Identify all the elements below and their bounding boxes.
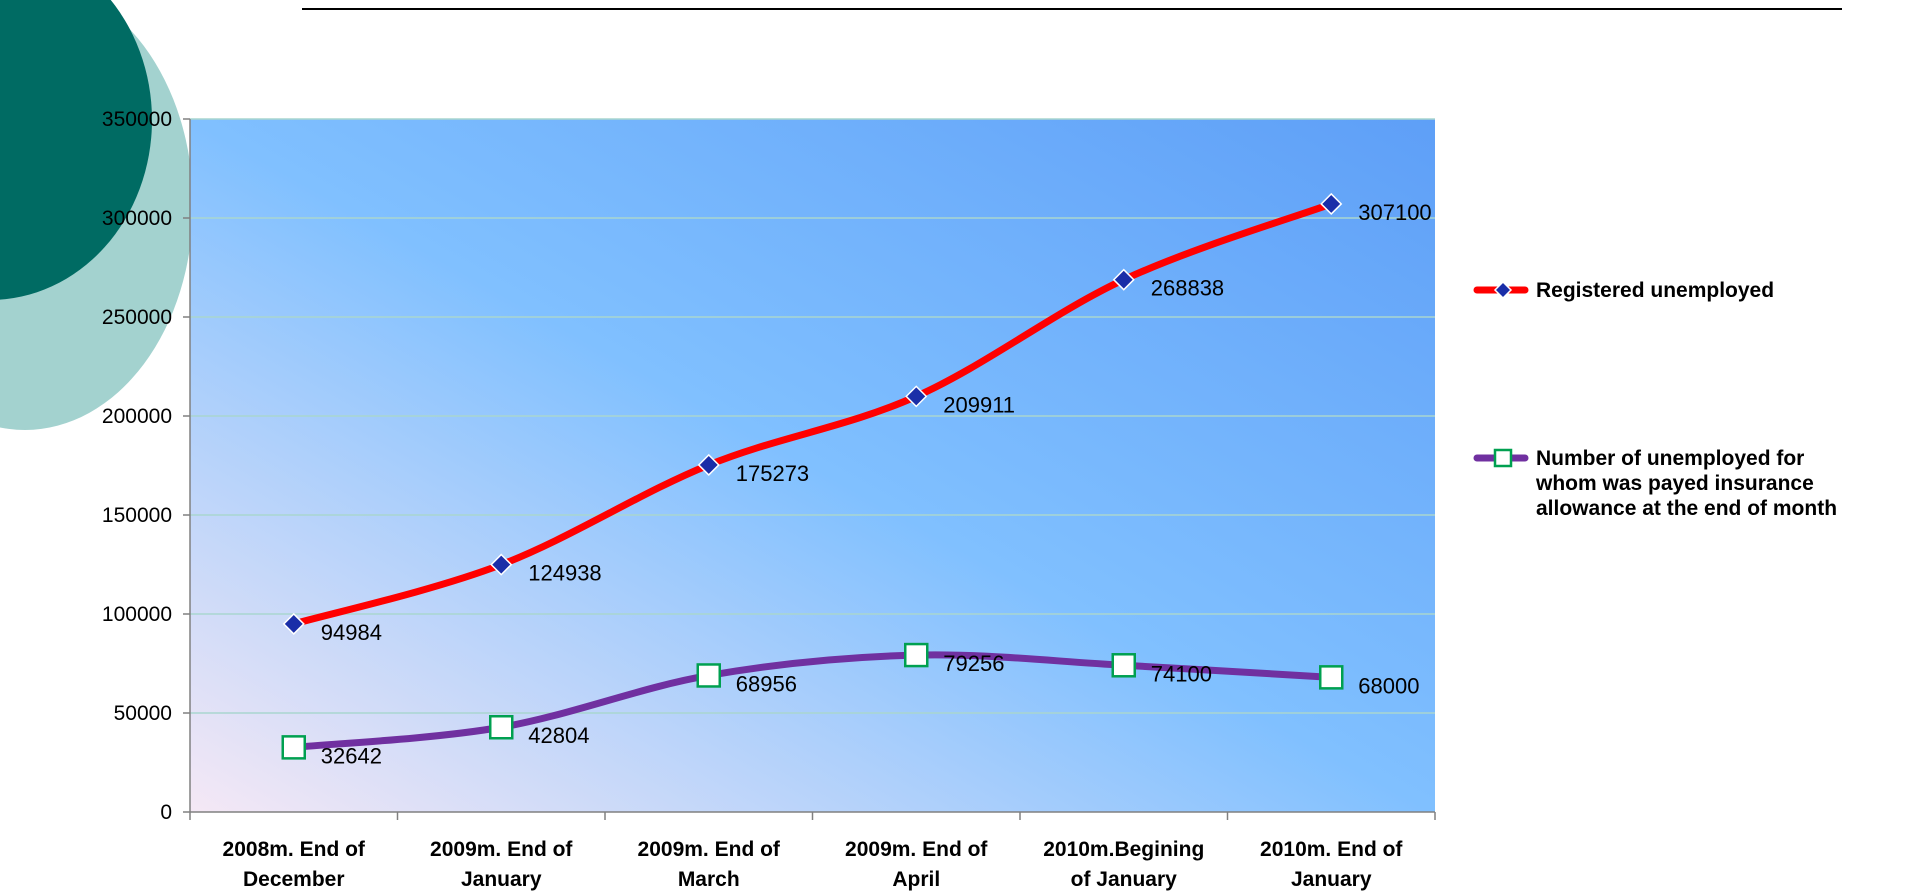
data-label: 124938 xyxy=(528,561,601,586)
diamond-marker xyxy=(905,385,928,408)
diamond-marker xyxy=(1112,268,1135,291)
x-category-label-line: 2008m. End of xyxy=(223,838,366,861)
y-tick-label: 150000 xyxy=(102,504,172,527)
legend: Registered unemployed Number of unemploye… xyxy=(1473,279,1837,520)
y-tick-label: 0 xyxy=(160,801,172,824)
x-category-label-line: 2010m.Begining xyxy=(1043,838,1204,861)
x-category-label: 2010m. End of January xyxy=(1260,838,1403,891)
x-category-label-line: 2010m. End of xyxy=(1260,838,1403,861)
x-category-label-line: 2009m. End of xyxy=(430,838,573,861)
gridlines xyxy=(190,118,1435,714)
x-category-label: 2009m. End of January xyxy=(430,838,573,891)
y-tick-label: 50000 xyxy=(114,702,172,725)
data-label: 209911 xyxy=(943,392,1015,417)
square-marker xyxy=(281,735,306,760)
square-marker xyxy=(696,663,721,688)
square-marker xyxy=(1319,665,1344,690)
x-category-label-line: April xyxy=(892,868,940,891)
y-tick-label: 200000 xyxy=(102,405,172,428)
legend-label-line: whom was payed insurance xyxy=(1535,472,1814,495)
data-label: 79256 xyxy=(943,651,1004,676)
decorative-dark-circle xyxy=(0,0,152,300)
series-line xyxy=(290,651,1335,751)
plot-area xyxy=(190,119,1435,812)
x-category-label-line: 2009m. End of xyxy=(845,838,988,861)
y-tick-label: 250000 xyxy=(102,306,172,329)
legend-label: Number of unemployed for whom was payed i… xyxy=(1535,447,1837,520)
x-category-label-line: March xyxy=(678,868,740,891)
y-tick-label: 100000 xyxy=(102,603,172,626)
x-category-label: 2008m. End of December xyxy=(223,838,366,891)
x-axis-category-labels: 2008m. End of December 2009m. End of Januar… xyxy=(189,812,1436,891)
x-category-label: 2009m. End of April xyxy=(845,838,988,891)
data-label: 307100 xyxy=(1358,200,1431,225)
x-category-label-line: January xyxy=(1291,868,1372,891)
square-marker xyxy=(1111,653,1136,678)
x-category-label-line: of January xyxy=(1071,868,1178,891)
diamond-marker xyxy=(1493,280,1513,300)
y-tick-label: 350000 xyxy=(102,108,172,131)
data-label: 268838 xyxy=(1151,276,1224,301)
data-label: 94984 xyxy=(321,620,382,645)
legend-label-line: allowance at the end of month xyxy=(1536,497,1837,520)
data-label: 74100 xyxy=(1151,661,1212,686)
series-lines xyxy=(290,200,1335,751)
data-label: 68000 xyxy=(1358,673,1419,698)
data-labels: 94984 124938 175273 209911 268838 307100 32642… xyxy=(321,200,1432,768)
line-chart: 0 50000 100000 150000 200000 250000 300000 3500… xyxy=(102,108,1436,891)
diamond-marker xyxy=(697,453,720,477)
legend-label-line: Registered unemployed xyxy=(1536,279,1774,302)
data-label: 68956 xyxy=(736,671,797,696)
series-markers xyxy=(281,192,1344,760)
x-category-label: 2010m.Begining of January xyxy=(1043,838,1204,891)
data-label: 32642 xyxy=(321,743,382,768)
x-category-label-line: January xyxy=(461,868,542,891)
y-tick-label: 300000 xyxy=(102,207,172,230)
x-category-label-line: December xyxy=(243,868,345,891)
x-category-label-line: 2009m. End of xyxy=(638,838,781,861)
y-axis-tick-labels: 0 50000 100000 150000 200000 250000 300000 3500… xyxy=(102,108,190,824)
diamond-marker xyxy=(490,553,513,576)
square-marker xyxy=(904,642,929,668)
data-label: 175273 xyxy=(736,461,809,486)
series-line xyxy=(290,200,1335,628)
data-label: 42804 xyxy=(528,723,589,748)
legend-label-line: Number of unemployed for xyxy=(1536,447,1804,470)
diamond-marker xyxy=(282,612,305,635)
legend-label: Registered unemployed xyxy=(1536,279,1774,302)
square-marker xyxy=(489,714,514,740)
square-marker xyxy=(1493,448,1513,468)
diamond-marker xyxy=(1320,192,1343,216)
x-category-label: 2009m. End of March xyxy=(638,838,781,891)
